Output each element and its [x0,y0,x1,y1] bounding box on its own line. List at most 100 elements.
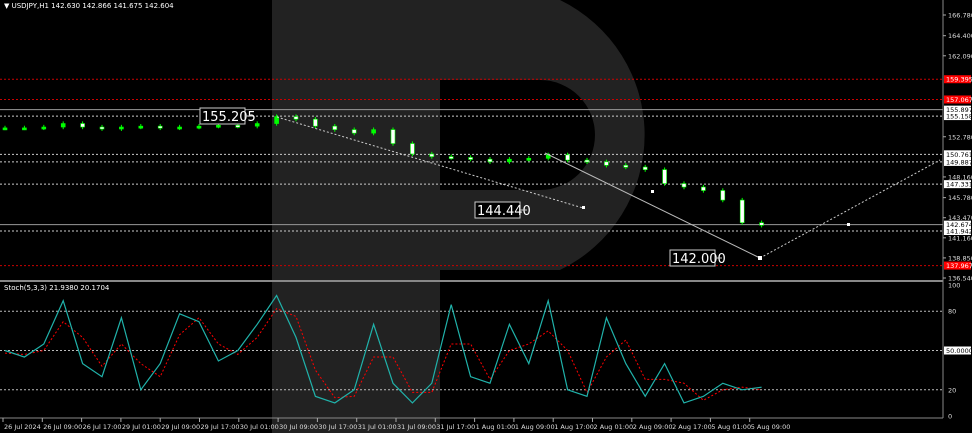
time-tick-label: 30 Jul 09:00 [279,423,318,431]
time-tick-label: 26 Jul 17:00 [83,423,122,431]
symbol-header: ▼ USDJPY,H1 142.630 142.866 141.675 142.… [4,2,174,10]
level-label: 159.395 [946,76,972,84]
candle-body [60,123,66,128]
stoch-main-line [4,294,762,404]
candle-body [99,126,105,130]
time-tick-label: 30 Jul 17:00 [318,423,357,431]
stoch-tick-label: 100 [948,282,960,290]
candle-body [623,164,629,168]
level-label-box [944,112,971,121]
candle-body [157,125,163,129]
candle-body [371,129,376,134]
candle-body [410,143,415,155]
time-tick-label: 29 Jul 17:00 [201,423,240,431]
stoch-tick-label: 80 [948,308,956,316]
time-tick-label: 26 Jul 09:00 [43,423,82,431]
ohlc-values: 142.630 142.866 141.675 142.604 [51,2,174,10]
level-label-box [944,157,971,166]
price-tick-label: 138.850 [948,254,972,262]
price-tick-label: 148.160 [948,173,972,181]
level-label: 155.158 [946,113,972,121]
candle-body [642,166,648,170]
level-label: 141.942 [946,228,972,236]
candle-body [216,124,221,128]
candle-body [681,183,687,188]
candle-body [254,123,260,127]
candle-body [584,159,590,163]
level-label-box [944,95,971,104]
level-label: 157.067 [946,96,972,104]
time-tick-label: 2 Aug 09:00 [633,423,673,431]
candle-body [138,125,144,129]
stoch-tick-label: 20 [948,386,956,394]
level-label: 137.967 [946,262,972,270]
level-label-box [944,261,971,270]
candle-body [720,190,726,201]
candle-body [41,126,47,130]
candle-body [119,126,124,130]
level-label-box [944,220,971,229]
projection-line-1 [276,116,584,209]
trendline-point [651,190,654,193]
level-label: 149.887 [946,158,972,166]
candle-body [2,127,8,131]
candle-body [351,129,357,134]
candle-body [390,129,396,144]
collapse-icon[interactable]: ▼ [4,2,12,10]
price-tick-label: 166.780 [948,12,972,20]
price-annotation: 155.205 [202,110,256,125]
stoch-level-label: 50.0000 [946,347,972,355]
candle-body [274,116,279,124]
candle-body [80,123,85,128]
candle-body [507,158,512,163]
time-tick-label: 29 Jul 09:00 [161,423,200,431]
time-tick-label: 31 Jul 01:00 [358,423,397,431]
trendlines: 155.205 144.440 142.000 [199,107,941,267]
level-label-box [944,180,971,189]
candle-body [701,186,706,191]
candle-body [526,158,532,161]
time-tick-label: 1 Aug 01:00 [476,423,516,431]
level-label: 150.761 [946,151,972,159]
price-tick-label: 143.470 [948,214,972,222]
candle-body [332,125,338,130]
stoch-level-box [944,346,971,355]
candle-body [662,169,667,184]
candle-body [468,157,473,160]
time-tick-label: 5 Aug 09:00 [751,423,791,431]
time-tick-label: 31 Jul 17:00 [436,423,475,431]
level-label-box [944,75,971,84]
candle-body [313,118,318,127]
time-tick-label: 2 Aug 01:00 [594,423,634,431]
projection-line-2 [759,159,941,259]
candles [2,114,764,228]
level-label: 142.674 [946,221,972,229]
symbol-label: USDJPY,H1 [11,2,49,10]
price-tick-label: 162.090 [948,52,972,60]
candle-body [739,199,745,223]
level-label-box [944,227,971,236]
price-tick-label: 145.780 [948,194,972,202]
price-annotation: 144.440 [477,204,531,219]
candle-body [604,161,609,166]
candle-body [293,116,299,120]
time-tick-label: 5 Aug 01:00 [711,423,751,431]
stoch-tick-label: 0 [948,413,952,421]
candle-body [177,126,182,130]
trendline [544,152,761,259]
candle-body [448,156,454,159]
time-tick-label: 26 Jul 2024 [4,423,41,431]
stochastic-panel: 100 80 20 0 50.0000 [0,282,972,421]
level-label-box [944,150,971,159]
price-tick-label: 141.160 [948,234,972,242]
candle-body [565,154,570,161]
candle-body [235,124,241,128]
candle-body [487,158,493,163]
watermark-r-shape [272,0,645,433]
candle-body [22,127,27,131]
level-label: 155.897 [946,106,972,114]
indicator-title: Stoch(5,3,3) 21.9380 20.1704 [4,284,110,292]
